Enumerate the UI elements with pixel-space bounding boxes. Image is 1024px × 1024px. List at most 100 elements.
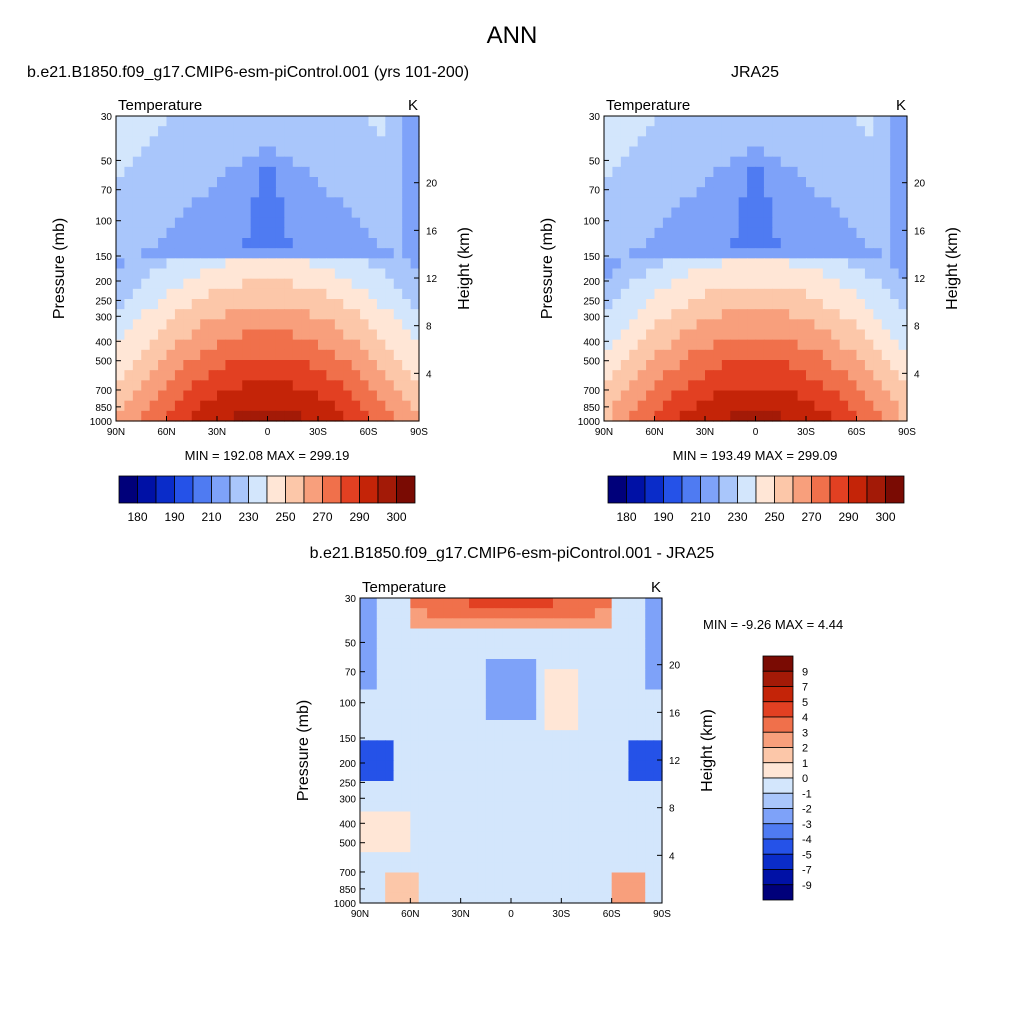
field-cell: [385, 892, 395, 904]
field-cell: [460, 709, 470, 721]
field-cell: [713, 278, 723, 290]
field-cell: [200, 146, 210, 158]
field-cell: [318, 258, 328, 270]
field-cell: [183, 400, 193, 412]
field-cell: [890, 360, 900, 371]
colorbar-label: -5: [802, 849, 812, 861]
field-cell: [460, 598, 470, 609]
field-cell: [653, 679, 663, 691]
field-cell: [511, 679, 520, 691]
field-cell: [191, 299, 201, 310]
field-cell: [116, 126, 126, 137]
field-cell: [629, 197, 639, 209]
field-cell: [393, 821, 403, 833]
field-cell: [604, 217, 614, 229]
field-cell: [645, 608, 655, 619]
field-cell: [401, 608, 411, 619]
field-cell: [789, 156, 799, 168]
field-cell: [772, 349, 782, 361]
field-cell: [166, 197, 176, 209]
field-cell: [721, 146, 731, 158]
field-cell: [747, 400, 757, 412]
field-cell: [343, 329, 353, 341]
field-cell: [385, 872, 395, 884]
field-cell: [898, 370, 908, 381]
field-cell: [738, 349, 748, 361]
field-cell: [536, 608, 546, 619]
field-cell: [343, 126, 353, 137]
field-cell: [326, 207, 336, 219]
field-cell: [604, 177, 614, 188]
field-cell: [881, 319, 891, 331]
field-cell: [763, 248, 773, 259]
field-cell: [485, 709, 495, 721]
field-cell: [628, 862, 638, 874]
field-cell: [309, 248, 319, 259]
field-cell: [831, 410, 841, 422]
field-cell: [494, 872, 504, 884]
field-cell: [856, 156, 866, 168]
field-cell: [385, 801, 395, 813]
field-cell: [705, 319, 715, 331]
field-cell: [275, 136, 285, 148]
field-cell: [469, 801, 479, 813]
field-cell: [755, 177, 765, 188]
field-cell: [284, 156, 294, 168]
field-cell: [485, 791, 495, 802]
y-tick-label: 50: [101, 156, 113, 167]
field-cell: [385, 618, 395, 630]
field-cell: [132, 136, 142, 148]
field-cell: [578, 831, 588, 843]
field-cell: [780, 258, 790, 270]
field-cell: [393, 390, 403, 402]
field-cell: [343, 248, 353, 259]
field-cell: [393, 380, 403, 392]
field-cell: [326, 146, 336, 158]
colorbar-swatch: [285, 475, 305, 504]
field-cell: [839, 136, 849, 148]
field-cell: [552, 781, 562, 792]
field-cell: [822, 156, 832, 168]
field-cell: [166, 258, 176, 270]
field-cell: [132, 207, 142, 219]
field-cell: [477, 760, 487, 772]
field-cell: [730, 156, 740, 168]
field-cell: [519, 791, 529, 802]
field-cell: [116, 238, 126, 249]
field-cell: [628, 730, 638, 741]
field-cell: [360, 400, 370, 412]
field-cell: [326, 390, 336, 402]
field-cell: [603, 720, 613, 731]
field-cell: [267, 258, 277, 270]
field-cell: [351, 187, 361, 198]
field-cell: [385, 380, 395, 392]
field-cell: [217, 136, 227, 148]
field-cell: [864, 258, 874, 270]
field-cell: [477, 770, 487, 782]
field-cell: [326, 187, 336, 198]
field-cell: [747, 248, 757, 259]
field-cell: [848, 349, 858, 361]
field-cell: [594, 842, 604, 853]
field-cell: [427, 781, 437, 792]
field-cell: [654, 187, 664, 198]
field-cell: [586, 842, 596, 853]
field-cell: [586, 628, 596, 640]
field-cell: [569, 811, 579, 823]
field-cell: [334, 380, 344, 392]
field-cell: [831, 360, 841, 371]
field-cell: [225, 146, 235, 158]
field-cell: [191, 146, 201, 158]
field-cell: [612, 166, 622, 178]
field-cell: [620, 187, 630, 198]
field-cell: [132, 410, 142, 422]
field-cell: [250, 339, 260, 351]
field-cell: [586, 648, 596, 660]
field-cell: [864, 268, 874, 280]
field-cell: [511, 699, 520, 711]
field-cell: [755, 309, 765, 320]
field-cell: [864, 136, 874, 148]
field-cell: [561, 831, 571, 843]
field-cell: [628, 831, 638, 843]
field-cell: [326, 136, 336, 148]
